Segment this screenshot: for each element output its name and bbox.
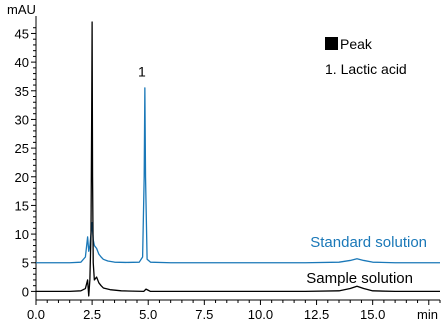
legend-marker-label: Peak: [340, 36, 373, 52]
series-label-1: Sample solution: [306, 270, 413, 287]
legend-marker: [325, 37, 338, 50]
legend-item-0: 1. Lactic acid: [325, 61, 407, 77]
x-tick-label: 0.0: [27, 307, 45, 322]
x-tick-label: 2.5: [83, 307, 101, 322]
legend: Peak 1. Lactic acid: [325, 36, 407, 77]
y-tick-label: 40: [15, 55, 29, 70]
series-trace-1: [36, 21, 440, 297]
y-tick-label: 45: [15, 26, 29, 41]
x-tick-label: 15.0: [360, 307, 385, 322]
y-axis-label: mAU: [7, 2, 36, 17]
y-axis: 0 5 10 15 20 25 30 35 40 45: [15, 16, 37, 300]
y-tick-label: 35: [15, 84, 29, 99]
series-trace-0: [36, 87, 440, 264]
series-label-0: Standard solution: [310, 234, 427, 251]
x-tick-label: 10.0: [248, 307, 273, 322]
y-tick-label: 10: [15, 227, 29, 242]
y-tick-label: 15: [15, 198, 29, 213]
x-tick-label: 7.5: [195, 307, 213, 322]
y-tick-label: 20: [15, 170, 29, 185]
y-tick-label: 25: [15, 141, 29, 156]
x-axis: 0.0 2.5 5.0 7.5 10.0 12.5 15.0: [27, 299, 441, 322]
x-tick-label: 5.0: [139, 307, 157, 322]
series-traces: [36, 21, 440, 297]
y-tick-label: 5: [22, 256, 29, 271]
peak-label: 1: [138, 63, 146, 79]
x-tick-label: 12.5: [304, 307, 329, 322]
x-axis-label: min: [417, 307, 438, 322]
y-tick-label: 0: [22, 284, 29, 299]
y-tick-label: 30: [15, 112, 29, 127]
annotations: 1 Standard solution Sample solution: [138, 63, 427, 287]
